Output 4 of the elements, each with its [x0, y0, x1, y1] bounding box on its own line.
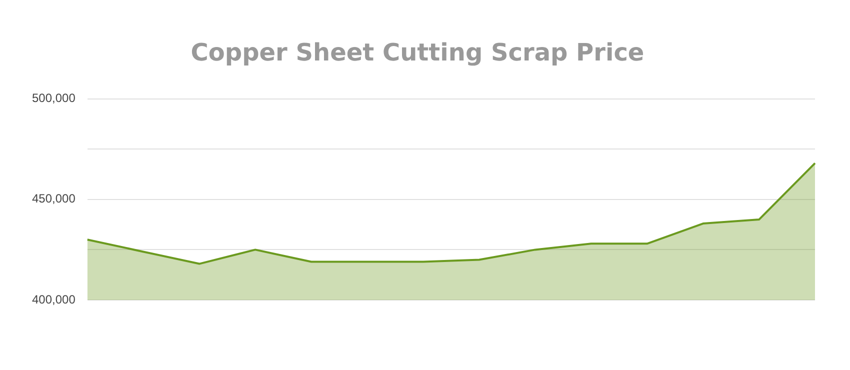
chart-title: Copper Sheet Cutting Scrap Price — [190, 38, 644, 67]
y-tick-label: 500,000 — [32, 91, 76, 106]
y-tick-label: 400,000 — [32, 292, 76, 306]
y-tick-label: 450,000 — [32, 192, 76, 206]
